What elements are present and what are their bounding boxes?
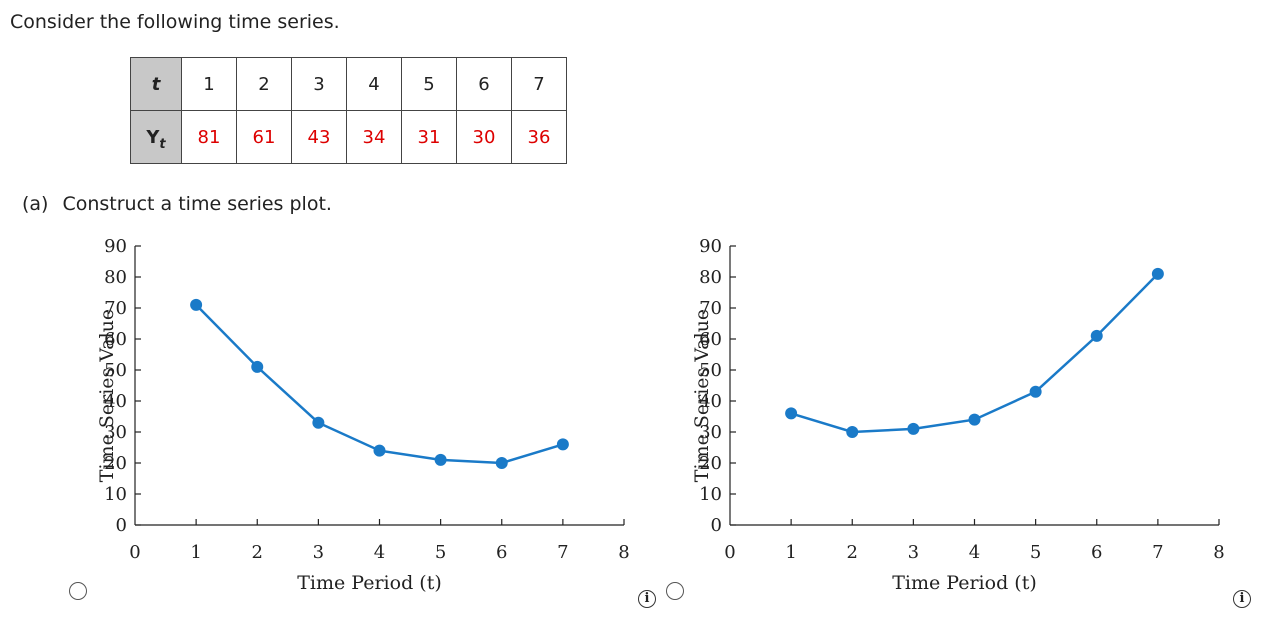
x-tick-label: 5 xyxy=(1030,542,1041,563)
x-tick-label: 8 xyxy=(618,542,629,563)
option-2-info-icon[interactable]: i xyxy=(1233,590,1251,608)
t-row: t 1 2 3 4 5 6 7 xyxy=(130,57,567,111)
t-cell: 2 xyxy=(236,57,292,111)
y-cell: 43 xyxy=(291,110,347,164)
t-cell: 5 xyxy=(401,57,457,111)
x-axis-label: Time Period (t) xyxy=(297,572,442,594)
plot-option-2: 0 10 20 30 40 50 60 70 80 90 0 1 2 3 4 5 6 7 8 Time Period … xyxy=(685,230,1245,609)
data-point xyxy=(1029,385,1042,398)
x-tick-label: 6 xyxy=(1091,542,1102,563)
time-series-chart-2: 0 10 20 30 40 50 60 70 80 90 0 1 2 3 4 5 6 7 8 Time Period … xyxy=(691,236,1225,594)
x-tick-label: 5 xyxy=(435,542,446,563)
data-point xyxy=(846,426,859,438)
y-tick-label: 30 xyxy=(104,422,127,443)
data-point xyxy=(373,444,386,457)
x-tick-label: 6 xyxy=(496,542,507,563)
y-header-subscript: t xyxy=(159,136,166,152)
y-cell: 31 xyxy=(401,110,457,164)
t-cell: 7 xyxy=(511,57,567,111)
x-tick-label: 7 xyxy=(557,542,568,563)
y-cell: 30 xyxy=(456,110,512,164)
y-tick-label: 80 xyxy=(699,267,722,288)
x-axis-label: Time Period (t) xyxy=(892,572,1037,594)
y-cell: 36 xyxy=(511,110,567,164)
x-tick-label: 8 xyxy=(1213,542,1224,563)
y-header: Yt xyxy=(130,110,182,164)
t-cell: 3 xyxy=(291,57,347,111)
option-2-radio[interactable] xyxy=(666,582,684,600)
y-tick-label: 10 xyxy=(104,484,127,505)
question-label: (a) xyxy=(22,193,49,215)
x-tick-label: 2 xyxy=(252,542,263,563)
data-point xyxy=(434,453,447,466)
data-point xyxy=(190,298,203,311)
question-text: Construct a time series plot. xyxy=(62,193,332,215)
y-tick-label: 50 xyxy=(104,360,127,381)
y-tick-label: 20 xyxy=(699,453,722,474)
option-1-info-icon[interactable]: i xyxy=(638,590,656,608)
x-tick-label: 0 xyxy=(724,542,735,563)
y-tick-label: 80 xyxy=(104,267,127,288)
t-cell: 1 xyxy=(181,57,237,111)
y-tick-label: 70 xyxy=(104,298,127,319)
x-tick-label: 0 xyxy=(129,542,140,563)
data-point xyxy=(556,438,569,451)
y-tick-label: 90 xyxy=(699,236,722,257)
question-a: (a) Construct a time series plot. xyxy=(22,193,332,215)
y-tick-label: 30 xyxy=(699,422,722,443)
y-tick-label: 90 xyxy=(104,236,127,257)
y-cell: 34 xyxy=(346,110,402,164)
x-tick-label: 1 xyxy=(190,542,201,563)
data-point xyxy=(312,416,325,429)
data-point xyxy=(251,360,264,373)
x-tick-label: 3 xyxy=(908,542,919,563)
intro-text: Consider the following time series. xyxy=(10,11,340,33)
y-axis-label: Time Series Value xyxy=(691,309,713,482)
x-tick-label: 3 xyxy=(313,542,324,563)
data-point xyxy=(968,413,981,426)
data-point xyxy=(495,457,508,469)
y-tick-label: 70 xyxy=(699,298,722,319)
y-tick-label: 10 xyxy=(699,484,722,505)
y-row: Yt 81 61 43 34 31 30 36 xyxy=(130,110,567,164)
x-tick-label: 2 xyxy=(847,542,858,563)
series-line xyxy=(790,273,1159,434)
time-series-chart-1: 0 10 20 30 40 50 60 70 80 90 0 1 2 3 4 5 6 7 8 Time Period … xyxy=(96,236,630,594)
y-tick-label: 40 xyxy=(104,391,127,412)
y-tick-label: 60 xyxy=(699,329,722,350)
y-tick-label: 40 xyxy=(699,391,722,412)
t-cell: 4 xyxy=(346,57,402,111)
y-tick-label: 20 xyxy=(104,453,127,474)
y-cell: 81 xyxy=(181,110,237,164)
y-tick-label: 0 xyxy=(711,515,722,536)
option-1-radio[interactable] xyxy=(69,582,87,600)
x-tick-label: 7 xyxy=(1152,542,1163,563)
y-tick-label: 60 xyxy=(104,329,127,350)
data-point xyxy=(1151,267,1164,280)
x-tick-label: 4 xyxy=(969,542,980,563)
data-point xyxy=(1090,329,1103,342)
y-tick-label: 0 xyxy=(116,515,127,536)
y-tick-label: 50 xyxy=(699,360,722,381)
t-header: t xyxy=(130,57,182,111)
y-cell: 61 xyxy=(236,110,292,164)
x-tick-label: 1 xyxy=(785,542,796,563)
y-header-label: Y xyxy=(146,126,160,148)
data-point xyxy=(907,422,920,435)
x-tick-label: 4 xyxy=(374,542,385,563)
data-point xyxy=(785,407,798,420)
time-series-table: t 1 2 3 4 5 6 7 Yt 81 61 43 34 31 30 36 xyxy=(130,57,567,164)
plot-option-1: 0 10 20 30 40 50 60 70 80 90 0 1 2 3 4 5 6 7 8 Time Period … xyxy=(90,230,650,609)
y-axis-label: Time Series Value xyxy=(96,309,118,482)
series-line xyxy=(195,304,564,465)
t-cell: 6 xyxy=(456,57,512,111)
